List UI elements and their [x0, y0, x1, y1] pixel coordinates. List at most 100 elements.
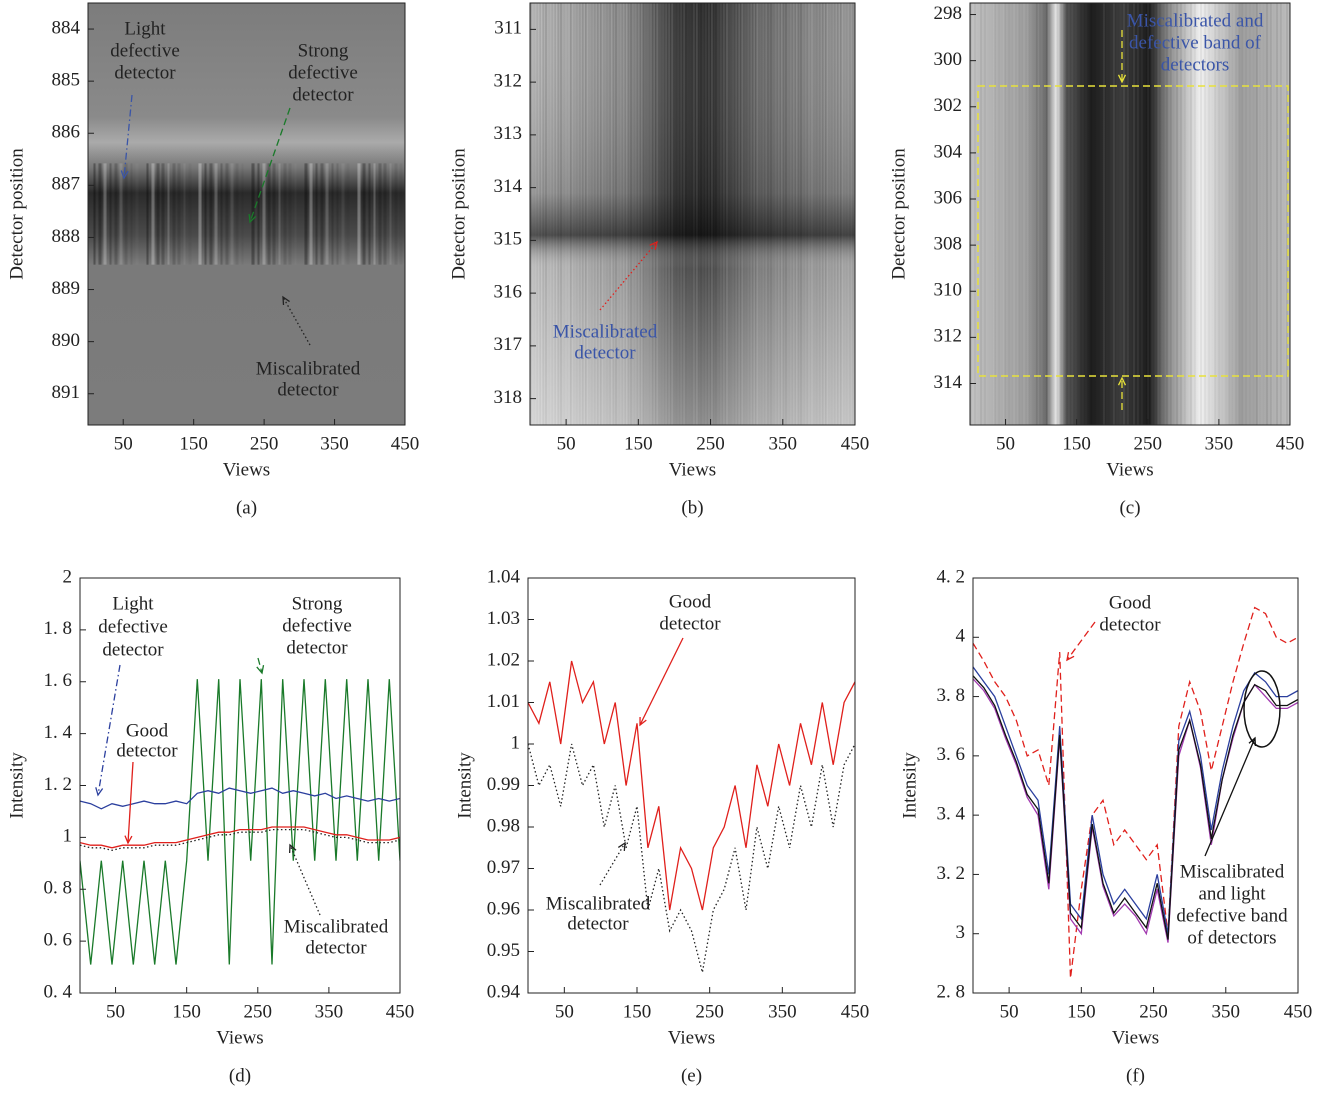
y-axis-label: Intensity — [899, 752, 920, 819]
highlight-ellipse — [1243, 670, 1281, 748]
y-tick-label: 314 — [934, 372, 963, 393]
panel: 50 150 250 350 450 2. 8 3 3. 2 3. 4 3. 6 3. 8 4 4. 2… — [899, 566, 1312, 1086]
x-axis-label: Views — [216, 1027, 263, 1048]
y-tick-label: 1. 4 — [44, 722, 73, 743]
annotation: detector — [277, 379, 339, 400]
x-tick-label: 350 — [320, 433, 349, 454]
arrow-head — [1117, 376, 1127, 386]
caption: (b) — [681, 497, 703, 518]
annotation: detector — [1099, 614, 1161, 635]
caption: (f) — [1126, 1065, 1145, 1086]
x-tick-label: 450 — [1284, 1001, 1313, 1022]
y-tick-label: 4. 2 — [937, 566, 966, 587]
annotation: defective — [282, 615, 352, 636]
y-tick-label: 1.01 — [487, 691, 520, 712]
arrow-head — [1066, 652, 1075, 662]
panel: 50 150 250 350 450 0. 4 0. 6 0. 8 1 1. 2 1. 4 1. 6 1… — [6, 566, 414, 1086]
x-tick-label: 50 — [1000, 1001, 1019, 1022]
annotation: Good — [126, 720, 169, 741]
arrow-head — [124, 835, 133, 845]
y-tick-label: 304 — [934, 141, 963, 162]
y-tick-label: 311 — [494, 18, 522, 39]
y-tick-label: 316 — [494, 281, 523, 302]
x-tick-label: 350 — [1205, 433, 1234, 454]
y-tick-label: 1. 8 — [44, 618, 73, 639]
annotation: detectors — [1161, 54, 1230, 75]
x-axis-label: Views — [668, 1027, 715, 1048]
plot-area — [530, 3, 855, 425]
arrow-line — [282, 296, 311, 346]
axes-frame — [972, 577, 1299, 994]
y-tick-label: 2. 8 — [937, 981, 966, 1002]
y-tick-label: 312 — [934, 326, 963, 347]
x-tick-label: 150 — [1062, 433, 1091, 454]
y-tick-label: 302 — [934, 95, 963, 116]
x-tick-label: 450 — [841, 1001, 870, 1022]
arrow-line — [599, 241, 658, 311]
x-tick-label: 250 — [695, 1001, 724, 1022]
arrow-head — [617, 841, 626, 852]
annotation: and light — [1198, 883, 1266, 904]
annotation: defective — [98, 616, 168, 637]
x-tick-label: 350 — [769, 433, 798, 454]
x-tick-label: 150 — [172, 1001, 201, 1022]
series-line — [528, 743, 855, 973]
axes-frame — [529, 2, 856, 426]
annotation: Light — [124, 18, 166, 39]
plot-area — [970, 3, 1290, 425]
x-tick-label: 150 — [624, 433, 653, 454]
axes-frame — [87, 2, 406, 426]
y-tick-label: 886 — [52, 122, 81, 143]
x-tick-label: 450 — [841, 433, 870, 454]
y-tick-label: 300 — [934, 49, 963, 70]
image — [88, 3, 405, 425]
y-tick-label: 1.04 — [487, 566, 521, 587]
caption: (c) — [1119, 497, 1140, 518]
annotation: Strong — [298, 40, 349, 61]
band-box — [977, 85, 1289, 377]
y-tick-label: 1 — [63, 826, 73, 847]
annotation: detector — [292, 84, 354, 105]
y-tick-label: 308 — [934, 233, 963, 254]
y-tick-label: 889 — [52, 278, 81, 299]
y-tick-label: 317 — [494, 334, 523, 355]
plot-area — [528, 660, 855, 973]
y-tick-label: 313 — [494, 123, 523, 144]
y-tick-label: 0.96 — [487, 898, 520, 919]
x-tick-label: 350 — [768, 1001, 797, 1022]
annotation: detector — [102, 639, 164, 660]
x-tick-label: 50 — [114, 433, 133, 454]
annotation: defective — [110, 40, 180, 61]
y-tick-label: 0.95 — [487, 940, 520, 961]
arrow-head — [649, 240, 658, 250]
y-tick-label: 3. 8 — [937, 685, 966, 706]
y-tick-label: 1 — [511, 732, 521, 753]
arrow-line — [1066, 621, 1096, 661]
y-tick-label: 2 — [63, 566, 73, 587]
y-tick-label: 1.02 — [487, 649, 520, 670]
arrow-line — [289, 844, 321, 916]
arrow-head — [288, 843, 297, 854]
panel: 50 150 250 350 450 0.94 0.95 0.96 0.97 0.98 0.99 1 1… — [454, 566, 869, 1086]
x-axis-label: Views — [669, 459, 716, 480]
annotation: of detectors — [1187, 927, 1276, 948]
axes-frame — [969, 2, 1291, 426]
x-axis-label: Views — [223, 459, 270, 480]
series-line — [80, 679, 400, 965]
y-tick-label: 0. 4 — [44, 981, 73, 1002]
image-band — [530, 3, 855, 425]
arrow-head — [120, 170, 129, 180]
caption: (a) — [236, 497, 257, 518]
annotation: detector — [116, 740, 178, 761]
y-tick-label: 306 — [934, 187, 963, 208]
arrow-head — [248, 213, 257, 224]
annotation: Miscalibrated — [553, 321, 658, 342]
annotation: Light — [112, 593, 154, 614]
annotation: defective band — [1176, 905, 1288, 926]
annotation: detector — [305, 937, 367, 958]
annotation: Good — [669, 591, 712, 612]
x-tick-label: 50 — [996, 433, 1015, 454]
y-tick-label: 3. 6 — [937, 744, 966, 765]
y-tick-label: 3 — [956, 922, 966, 943]
caption: (e) — [681, 1065, 702, 1086]
